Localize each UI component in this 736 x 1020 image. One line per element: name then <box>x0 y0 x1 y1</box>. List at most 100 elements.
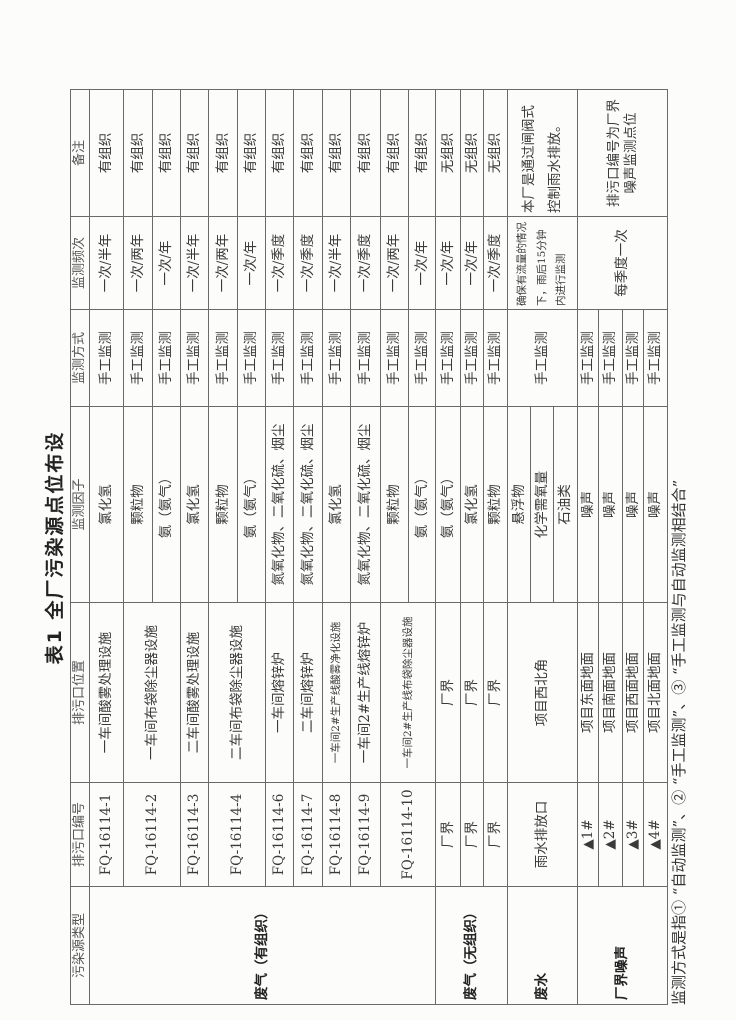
outlet-id-cell: FQ-16114-1 <box>89 782 124 887</box>
outlet-id-cell: ▲3# <box>622 782 644 887</box>
factor-cell: 颗粒物 <box>208 406 238 603</box>
outlet-location-cell: 二车间熔锌炉 <box>293 602 323 783</box>
frequency-cell: 一次/半年 <box>322 216 351 310</box>
method-cell: 手工监测 <box>265 309 294 407</box>
remark-cell: 有组织 <box>350 89 381 217</box>
source-type-cell: 厂界噪声 <box>577 886 668 1005</box>
method-cell: 手工监测 <box>483 309 508 407</box>
outlet-location-cell: 项目北面地面 <box>643 602 668 783</box>
factor-cell: 氯化氢 <box>89 406 124 603</box>
factor-cell: 氯化氢 <box>460 406 484 603</box>
outlet-location-cell: 二车间布袋除尘器设施 <box>208 602 266 783</box>
remark-cell: 无组织 <box>483 89 508 217</box>
remark-cell: 有组织 <box>322 89 351 217</box>
factor-cell: 噪声 <box>598 406 623 603</box>
factor-cell: 噪声 <box>577 406 599 603</box>
header-outlet-id: 排污口编号 <box>70 782 90 887</box>
table-header-row: 污染源类型 排污口编号 排污口位置 监测因子 监测方式 监测频次 备注 <box>70 89 90 1005</box>
factor-cell: 氨（氨气） <box>435 406 461 603</box>
remark-cell: 排污口编号为厂界噪声监测点位 <box>577 89 668 217</box>
header-outlet-location: 排污口位置 <box>70 602 90 783</box>
frequency-cell: 一次/季度 <box>350 216 381 310</box>
outlet-id-cell: FQ-16114-9 <box>350 782 381 887</box>
table-row: 厂界 厂界 颗粒物 手工监测 一次/季度 无组织 <box>483 89 508 1005</box>
method-cell: 手工监测 <box>123 309 153 407</box>
outlet-id-cell: 厂界 <box>435 782 461 887</box>
footnote: 监测方式是指① “自动监测”、② “手工监测”、③ “手工监测与自动监测相结合” <box>670 479 688 1005</box>
factor-cell: 氮氧化物、二氧化硫、烟尘 <box>350 406 381 603</box>
factor-cell: 颗粒物 <box>123 406 153 603</box>
table-row: FQ-16114-3 二车间酸雾处理设施 氯化氢 手工监测 一次/半年 有组织 <box>180 89 209 1005</box>
table-row: FQ-16114-4 二车间布袋除尘器设施 颗粒物 手工监测 一次/两年 有组织 <box>208 89 266 1005</box>
method-cell: 手工监测 <box>408 309 436 407</box>
outlet-location-cell: 项目西北角 <box>507 602 578 783</box>
outlet-id-cell: 厂界 <box>483 782 508 887</box>
remark-cell: 有组织 <box>89 89 124 217</box>
factor-cell: 颗粒物 <box>483 406 508 603</box>
table-row: 厂界 厂界 氯化氢 手工监测 一次/年 无组织 <box>460 89 484 1005</box>
frequency-cell: 一次/年 <box>460 216 484 310</box>
frequency-cell: 一次/两年 <box>208 216 238 310</box>
table-row: 废气（无组织） 厂界 厂界 氨（氨气） 手工监测 一次/年 无组织 <box>435 89 508 1005</box>
outlet-id-cell: FQ-16114-6 <box>265 782 294 887</box>
remark-cell: 无组织 <box>435 89 461 217</box>
header-type: 污染源类型 <box>70 886 90 1005</box>
method-cell: 手工监测 <box>598 309 623 407</box>
factor-cell: 噪声 <box>643 406 668 603</box>
factor-cell: 氮氧化物、二氧化硫、烟尘 <box>293 406 323 603</box>
table-row: 废水 雨水排放口 项目西北角 悬浮物 手工监测 确保有流量的情况下，雨后15分钟内进行监测… <box>507 89 578 1005</box>
table-row: 废气（有组织） FQ-16114-1 一车间酸雾处理设施 氯化氢 手工监测 一次/半年 有组… <box>89 89 436 1005</box>
outlet-id-cell: FQ-16114-3 <box>180 782 209 887</box>
method-cell: 手工监测 <box>293 309 323 407</box>
outlet-id-cell: ▲2# <box>598 782 623 887</box>
remark-cell: 无组织 <box>460 89 484 217</box>
method-cell: 手工监测 <box>507 309 578 407</box>
outlet-location-cell: 二车间酸雾处理设施 <box>180 602 209 783</box>
outlet-id-cell: ▲4# <box>643 782 668 887</box>
outlet-id-cell: FQ-16114-8 <box>322 782 351 887</box>
remark-cell: 有组织 <box>180 89 209 217</box>
method-cell: 手工监测 <box>322 309 351 407</box>
factor-cell: 颗粒物 <box>380 406 409 603</box>
outlet-location-cell: 项目南面地面 <box>598 602 623 783</box>
source-type-cell: 废水 <box>507 886 578 1005</box>
header-factor: 监测因子 <box>70 406 90 603</box>
frequency-cell: 一次/年 <box>408 216 436 310</box>
remark-cell: 有组织 <box>408 89 436 217</box>
factor-cell: 氯化氢 <box>322 406 351 603</box>
method-cell: 手工监测 <box>180 309 209 407</box>
outlet-id-cell: ▲1# <box>577 782 599 887</box>
table-row: FQ-16114-6 一车间熔锌炉 氮氧化物、二氧化硫、烟尘 手工监测 一次/季度 有组织 <box>265 89 294 1005</box>
method-cell: 手工监测 <box>350 309 381 407</box>
factor-cell: 氮氧化物、二氧化硫、烟尘 <box>265 406 294 603</box>
outlet-location-cell: 一车间布袋除尘器设施 <box>123 602 181 783</box>
outlet-location-cell: 厂界 <box>460 602 484 783</box>
outlet-id-cell: FQ-16114-2 <box>123 782 181 887</box>
factor-cell: 氨（氨气） <box>237 406 266 603</box>
outlet-id-cell: FQ-16114-7 <box>293 782 323 887</box>
remark-cell: 有组织 <box>265 89 294 217</box>
table-row: FQ-16114-7 二车间熔锌炉 氮氧化物、二氧化硫、烟尘 手工监测 一次/季度 有组织 <box>293 89 323 1005</box>
method-cell: 手工监测 <box>622 309 644 407</box>
method-cell: 手工监测 <box>577 309 599 407</box>
table-row: FQ-16114-8 一车间2#生产线酸雾净化设施 氯化氢 手工监测 一次/半年 有组织 <box>322 89 351 1005</box>
frequency-cell: 一次/年 <box>152 216 181 310</box>
frequency-cell: 一次/两年 <box>123 216 153 310</box>
method-cell: 手工监测 <box>237 309 266 407</box>
frequency-cell: 一次/年 <box>435 216 461 310</box>
table-title: 表1 全厂污染源点位布设 <box>44 430 66 665</box>
factor-cell: 噪声 <box>622 406 644 603</box>
outlet-location-cell: 一车间2#生产线熔锌炉 <box>350 602 381 783</box>
factor-cell: 氨（氨气） <box>408 406 436 603</box>
outlet-location-cell: 一车间酸雾处理设施 <box>89 602 124 783</box>
table-row: FQ-16114-9 一车间2#生产线熔锌炉 氮氧化物、二氧化硫、烟尘 手工监测 一次/… <box>350 89 381 1005</box>
frequency-cell: 确保有流量的情况下，雨后15分钟内进行监测 <box>507 216 578 310</box>
frequency-cell: 一次/两年 <box>380 216 409 310</box>
frequency-cell: 一次/年 <box>237 216 266 310</box>
outlet-location-cell: 一车间2#生产线酸雾净化设施 <box>322 602 351 783</box>
method-cell: 手工监测 <box>152 309 181 407</box>
method-cell: 手工监测 <box>89 309 124 407</box>
table-body: 废气（有组织） FQ-16114-1 一车间酸雾处理设施 氯化氢 手工监测 一次/半年 有组… <box>89 89 668 1005</box>
outlet-id-cell: FQ-16114-10 <box>380 782 436 887</box>
header-remark: 备注 <box>70 89 90 217</box>
